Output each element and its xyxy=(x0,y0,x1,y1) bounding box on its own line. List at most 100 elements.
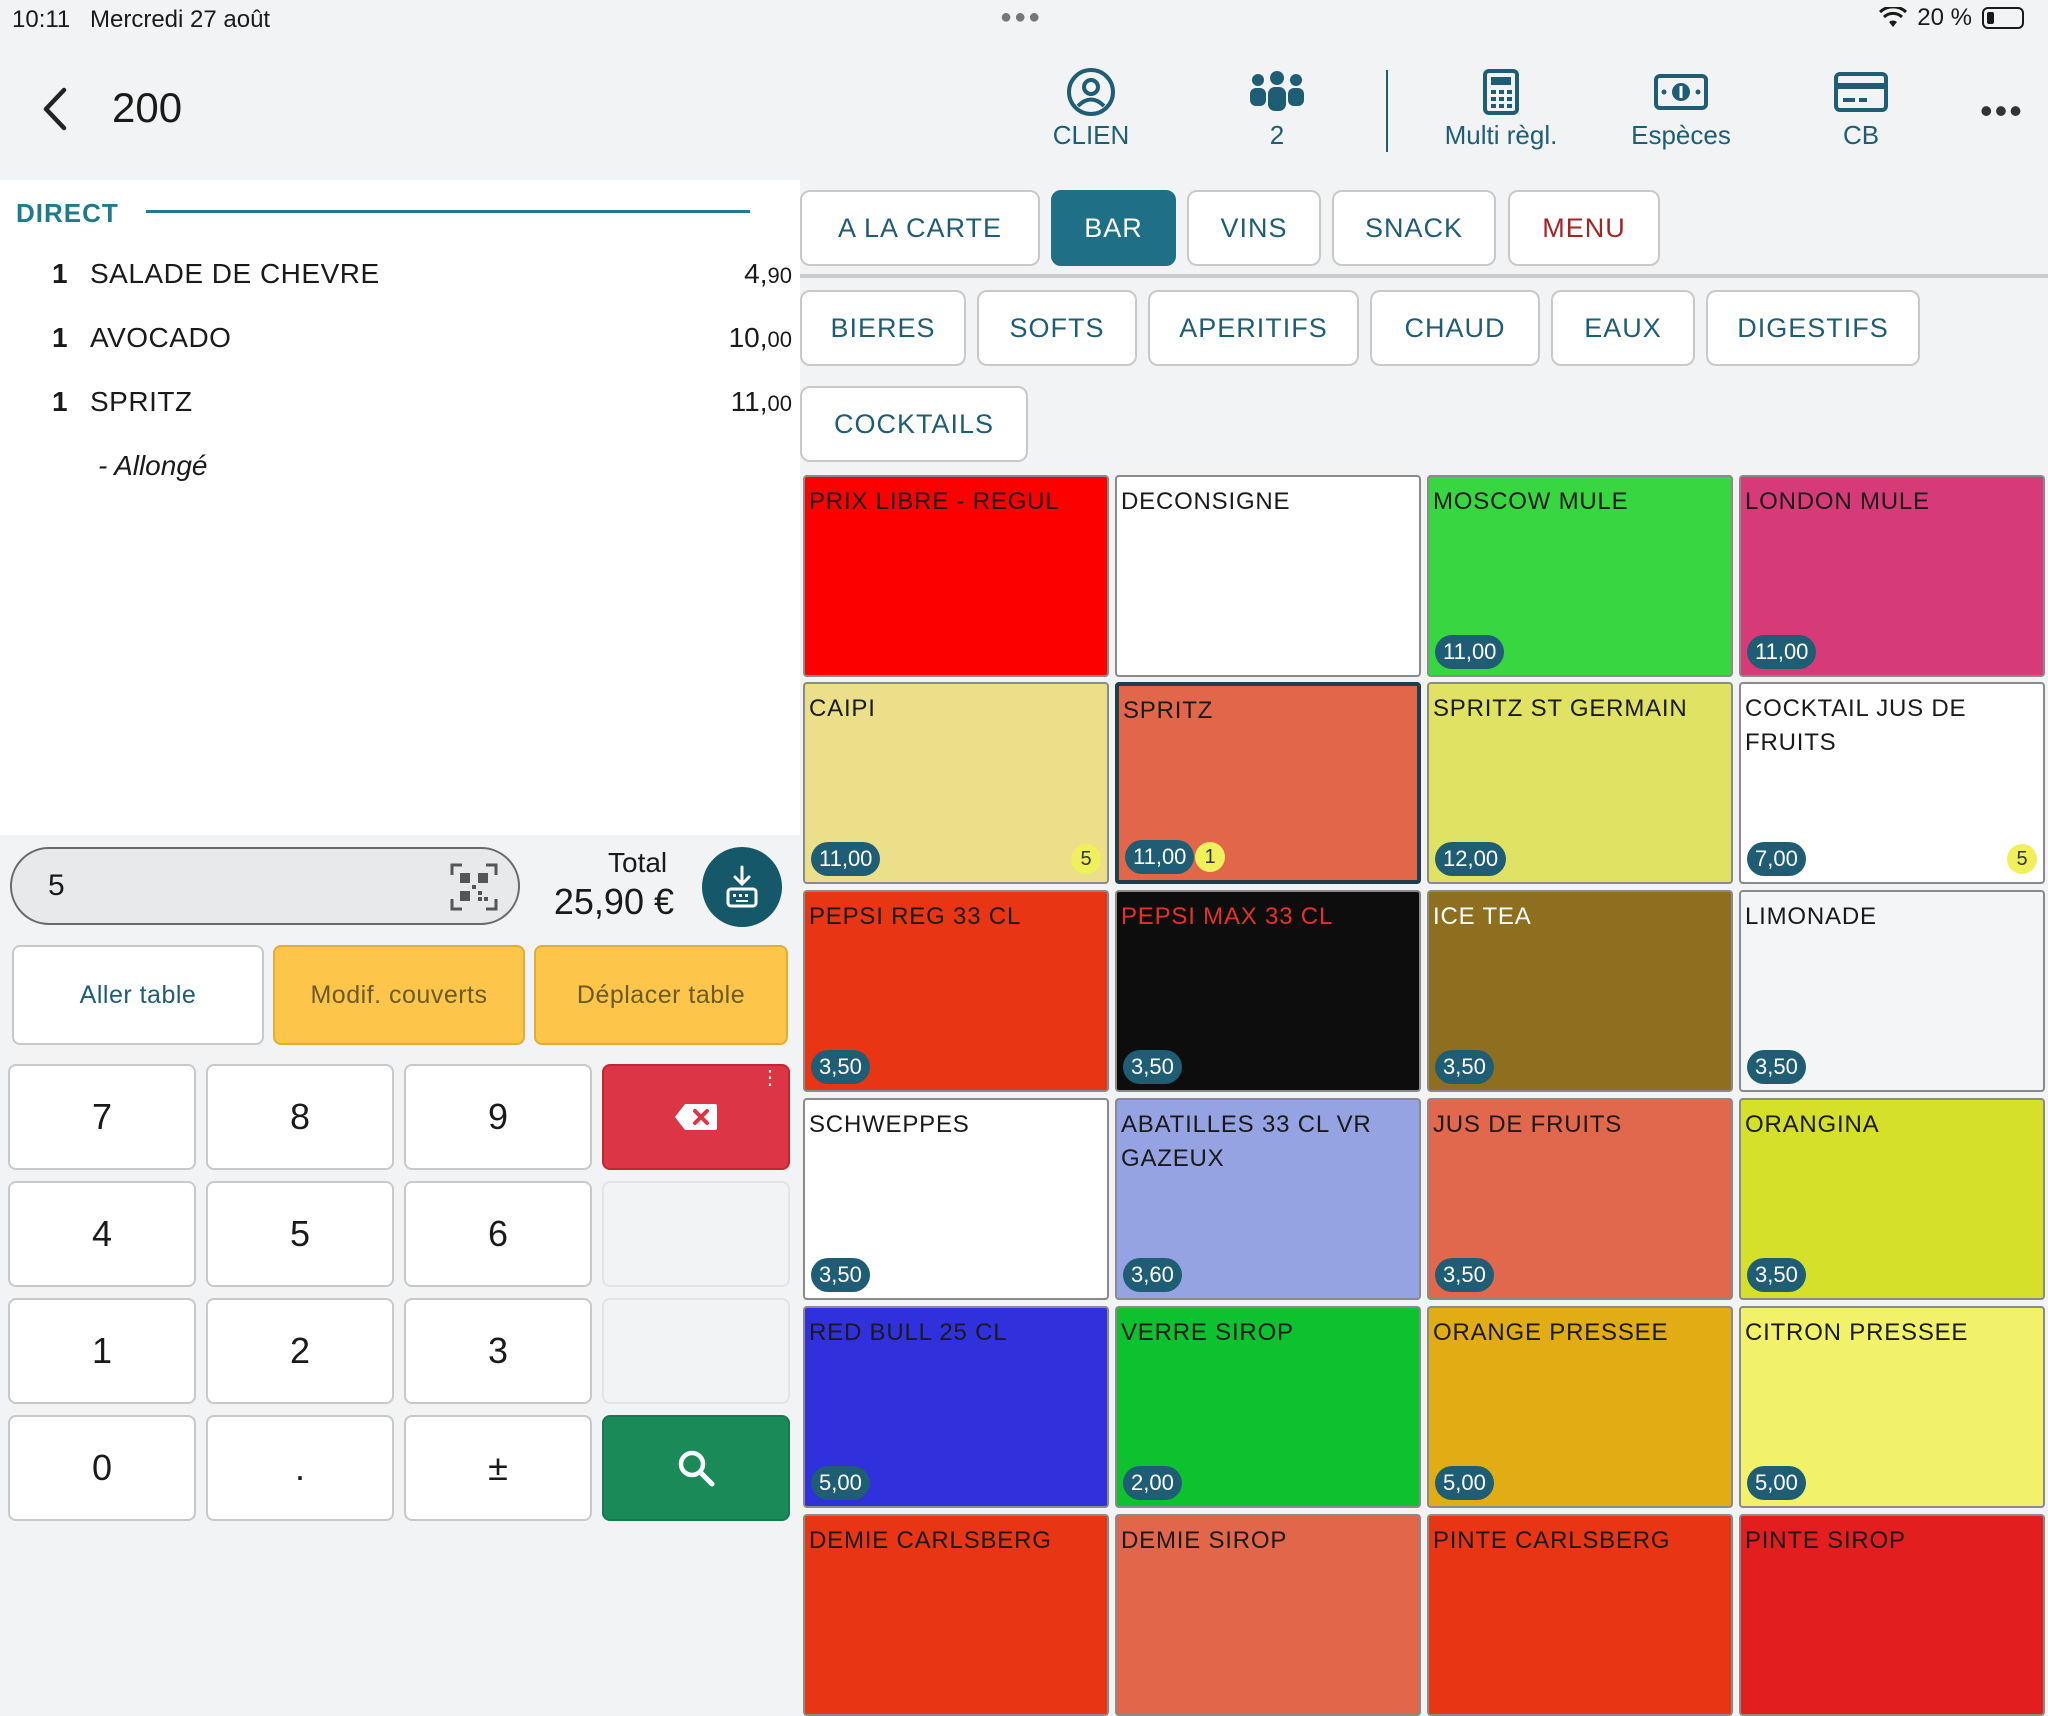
product-tile[interactable]: CAIPI 11,00 5 xyxy=(803,682,1109,884)
cash-button[interactable]: Espèces xyxy=(1606,64,1756,164)
product-tile[interactable]: DEMIE CARLSBERG xyxy=(803,1514,1109,1716)
subcat-bieres[interactable]: BIERES xyxy=(800,290,966,366)
product-tile[interactable]: PEPSI REG 33 CL 3,50 xyxy=(803,890,1109,1092)
tab-snack[interactable]: SNACK xyxy=(1332,190,1496,266)
product-name: COCKTAIL JUS DE FRUITS xyxy=(1745,695,1967,756)
multitask-dots-icon[interactable]: ●●● xyxy=(1000,6,1043,28)
qr-scan-icon[interactable] xyxy=(450,863,498,911)
tab-vins[interactable]: VINS xyxy=(1187,190,1321,266)
product-name: ORANGE PRESSEE xyxy=(1433,1319,1669,1346)
line-price: 10,00 xyxy=(728,322,792,353)
key-options-icon[interactable]: ⋮ xyxy=(760,1067,780,1089)
product-price: 3,50 xyxy=(1435,1050,1494,1084)
order-line[interactable]: 1 SALADE DE CHEVRE 4,90 xyxy=(52,258,792,298)
category-divider xyxy=(800,274,2048,278)
product-tile[interactable]: COCKTAIL JUS DE FRUITS 7,00 5 xyxy=(1739,682,2045,884)
battery-percent: 20 % xyxy=(1917,4,1972,31)
order-line[interactable]: 1 AVOCADO 10,00 xyxy=(52,322,792,362)
order-panel: DIRECT 1 SALADE DE CHEVRE 4,90 1 AVOCADO… xyxy=(0,180,800,835)
product-name: PEPSI REG 33 CL xyxy=(809,903,1022,930)
product-tile[interactable]: VERRE SIROP 2,00 xyxy=(1115,1306,1421,1508)
product-count-badge: 1 xyxy=(1195,842,1225,872)
product-tile[interactable]: SPRITZ 11,00 1 xyxy=(1115,682,1421,884)
product-name: PINTE SIROP xyxy=(1745,1527,1906,1554)
subcat-chaud[interactable]: CHAUD xyxy=(1370,290,1540,366)
product-tile[interactable]: PRIX LIBRE - REGUL xyxy=(803,475,1109,677)
product-tile[interactable]: PINTE CARLSBERG xyxy=(1427,1514,1733,1716)
key-1[interactable]: 1 xyxy=(8,1298,196,1404)
product-price: 3,50 xyxy=(1747,1050,1806,1084)
product-tile[interactable]: ORANGE PRESSEE 5,00 xyxy=(1427,1306,1733,1508)
quantity-input[interactable]: 5 xyxy=(10,847,520,925)
product-tile[interactable]: MOSCOW MULE 11,00 xyxy=(1427,475,1733,677)
subcat-eaux[interactable]: EAUX xyxy=(1551,290,1695,366)
product-tile[interactable]: CITRON PRESSEE 5,00 xyxy=(1739,1306,2045,1508)
status-bar: 10:11 Mercredi 27 août ●●● 20 % xyxy=(0,0,2048,40)
product-tile[interactable]: DECONSIGNE xyxy=(1115,475,1421,677)
key-8[interactable]: 8 xyxy=(206,1064,394,1170)
product-tile[interactable]: LIMONADE 3,50 xyxy=(1739,890,2045,1092)
product-tile[interactable]: PINTE SIROP xyxy=(1739,1514,2045,1716)
move-table-button[interactable]: Déplacer table xyxy=(534,945,788,1045)
product-name: VERRE SIROP xyxy=(1121,1319,1294,1346)
line-qty: 1 xyxy=(52,258,68,289)
product-tile[interactable]: PEPSI MAX 33 CL 3,50 xyxy=(1115,890,1421,1092)
battery-icon xyxy=(1982,7,2024,29)
product-tile[interactable]: SCHWEPPES 3,50 xyxy=(803,1098,1109,1300)
product-tile[interactable]: SPRITZ ST GERMAIN 12,00 xyxy=(1427,682,1733,884)
product-name: PINTE CARLSBERG xyxy=(1433,1527,1671,1554)
search-icon xyxy=(678,1450,715,1487)
input-row: 5 Total 25,90 € xyxy=(0,835,800,935)
key-dot[interactable]: . xyxy=(206,1415,394,1521)
product-name: SPRITZ xyxy=(1123,697,1214,724)
product-tile[interactable]: ABATILLES 33 CL VR GAZEUX 3,60 xyxy=(1115,1098,1421,1300)
tab-bar[interactable]: BAR xyxy=(1051,190,1176,266)
key-6[interactable]: 6 xyxy=(404,1181,592,1287)
product-tile[interactable]: RED BULL 25 CL 5,00 xyxy=(803,1306,1109,1508)
line-modifier[interactable]: - Allongé xyxy=(98,450,208,481)
product-tile[interactable]: DEMIE SIROP xyxy=(1115,1514,1421,1716)
backspace-button[interactable]: ⋮ xyxy=(602,1064,790,1170)
subcat-digestifs[interactable]: DIGESTIFS xyxy=(1706,290,1920,366)
key-4[interactable]: 4 xyxy=(8,1181,196,1287)
back-chevron-icon[interactable] xyxy=(36,84,76,134)
status-time: 10:11 xyxy=(12,6,71,33)
modify-covers-button[interactable]: Modif. couverts xyxy=(273,945,525,1045)
order-line[interactable]: 1 SPRITZ 11,00 xyxy=(52,386,792,426)
key-0[interactable]: 0 xyxy=(8,1415,196,1521)
search-button[interactable] xyxy=(602,1415,790,1521)
subcat-cocktails[interactable]: COCKTAILS xyxy=(800,386,1028,462)
keyboard-toggle-button[interactable] xyxy=(702,847,782,927)
go-table-button[interactable]: Aller table xyxy=(12,945,264,1045)
line-price: 11,00 xyxy=(730,386,792,417)
product-name: PEPSI MAX 33 CL xyxy=(1121,903,1334,930)
tab-a-la-carte[interactable]: A LA CARTE xyxy=(800,190,1040,266)
more-options-icon[interactable]: ••• xyxy=(1980,90,2024,131)
key-5[interactable]: 5 xyxy=(206,1181,394,1287)
client-button[interactable]: CLIEN xyxy=(1016,64,1166,164)
product-price: 3,50 xyxy=(811,1258,870,1292)
key-2[interactable]: 2 xyxy=(206,1298,394,1404)
key-3[interactable]: 3 xyxy=(404,1298,592,1404)
covers-button[interactable]: 2 xyxy=(1202,64,1352,164)
header-bar: 200 CLIEN 2 Multi règl. Espèces CB ••• xyxy=(0,40,2048,180)
card-button[interactable]: CB xyxy=(1786,64,1936,164)
key-7[interactable]: 7 xyxy=(8,1064,196,1170)
tab-menu[interactable]: MENU xyxy=(1508,190,1660,266)
product-price: 12,00 xyxy=(1435,842,1507,876)
section-divider xyxy=(146,210,750,213)
line-qty: 1 xyxy=(52,322,68,353)
key-plus-minus[interactable]: ± xyxy=(404,1415,592,1521)
product-tile[interactable]: LONDON MULE 11,00 xyxy=(1739,475,2045,677)
product-tile[interactable]: JUS DE FRUITS 3,50 xyxy=(1427,1098,1733,1300)
subcat-aperitifs[interactable]: APERITIFS xyxy=(1148,290,1359,366)
multi-payment-button[interactable]: Multi règl. xyxy=(1426,64,1576,164)
key-9[interactable]: 9 xyxy=(404,1064,592,1170)
line-name: AVOCADO xyxy=(90,322,232,353)
order-section-title: DIRECT xyxy=(16,198,119,228)
product-tile[interactable]: ICE TEA 3,50 xyxy=(1427,890,1733,1092)
product-price: 3,60 xyxy=(1123,1258,1182,1292)
subcat-softs[interactable]: SOFTS xyxy=(977,290,1137,366)
product-count-badge: 5 xyxy=(2007,844,2037,874)
product-tile[interactable]: ORANGINA 3,50 xyxy=(1739,1098,2045,1300)
